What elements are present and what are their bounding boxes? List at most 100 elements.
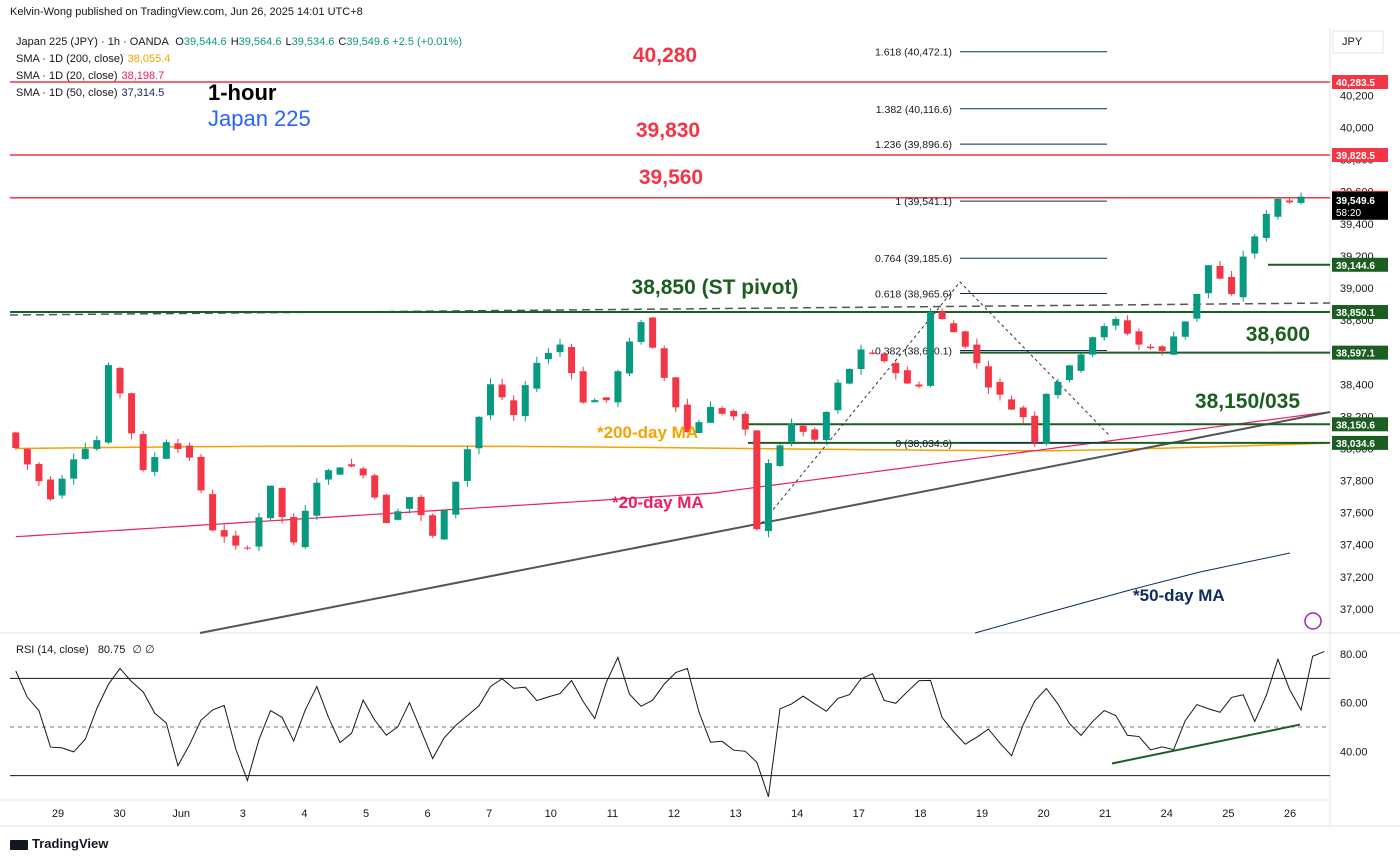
candle-body bbox=[475, 416, 483, 449]
candle-body bbox=[961, 331, 969, 347]
y-tick-label: 37,200 bbox=[1340, 572, 1374, 584]
timeframe-title: 1-hour bbox=[208, 80, 277, 105]
rsi-tick-label: 40.00 bbox=[1340, 746, 1368, 758]
y-tick-label: 37,000 bbox=[1340, 604, 1374, 616]
brand-label: TradingView bbox=[32, 836, 109, 851]
x-tick-label: 29 bbox=[52, 808, 64, 820]
level-axis-label: 38,597.1 bbox=[1336, 349, 1375, 360]
x-tick-label: 24 bbox=[1161, 808, 1173, 820]
candle-body bbox=[892, 363, 900, 374]
sma-value: 38,198.7 bbox=[121, 70, 165, 82]
candle-body bbox=[1297, 196, 1305, 203]
candle-body bbox=[336, 467, 344, 475]
y-tick-label: 37,800 bbox=[1340, 476, 1374, 488]
sma-legend-row: SMA · 1D (200, close) 38,055.4 bbox=[16, 51, 462, 68]
instrument-title: Japan 225 bbox=[208, 106, 311, 131]
x-tick-label: 5 bbox=[363, 808, 369, 820]
candle-body bbox=[764, 463, 772, 532]
candle-body bbox=[1228, 276, 1236, 295]
dashed-resistance-line bbox=[9, 302, 1331, 316]
candle-body bbox=[197, 456, 205, 491]
candle-body bbox=[741, 413, 749, 430]
x-tick-label: 21 bbox=[1099, 808, 1111, 820]
chart-legend: Japan 225 (JPY) · 1h · OANDA O39,544.6 H3… bbox=[16, 34, 462, 102]
level-axis-label: 38,150.6 bbox=[1336, 420, 1375, 431]
level-axis-label: 38,850.1 bbox=[1336, 308, 1375, 319]
candle-body bbox=[672, 377, 680, 408]
candle-body bbox=[521, 385, 529, 417]
candle-body bbox=[104, 365, 112, 443]
fib-label: 0 (38,034.6) bbox=[895, 438, 952, 450]
level-annotation: 40,280 bbox=[633, 44, 697, 67]
candle-body bbox=[382, 494, 390, 523]
fib-swing-line bbox=[757, 281, 1111, 529]
rsi-tick-label: 60.00 bbox=[1340, 698, 1368, 710]
candle-body bbox=[1077, 354, 1085, 371]
fib-label: 1.236 (39,896.6) bbox=[875, 139, 952, 151]
candle-body bbox=[1031, 415, 1039, 443]
candle-body bbox=[822, 411, 830, 441]
candle-body bbox=[35, 463, 43, 482]
candle-body bbox=[58, 478, 66, 496]
candle-body bbox=[973, 344, 981, 364]
level-axis-label: 38,034.6 bbox=[1336, 439, 1375, 450]
candle-body bbox=[324, 470, 332, 480]
rsi-line bbox=[15, 651, 1325, 797]
candle-body bbox=[278, 488, 286, 518]
candle-body bbox=[1274, 198, 1282, 217]
y-tick-label: 37,400 bbox=[1340, 540, 1374, 552]
candle-body bbox=[568, 347, 576, 374]
candle-body bbox=[927, 311, 935, 386]
candle-body bbox=[579, 371, 587, 403]
rsi-legend: RSI (14, close) 80.75 ∅ ∅ bbox=[16, 643, 155, 656]
sma-value: 37,314.5 bbox=[121, 87, 165, 99]
ma-label: *50-day MA bbox=[1133, 586, 1225, 605]
tradingview-brand[interactable]: TradingView bbox=[10, 836, 108, 851]
candle-body bbox=[47, 479, 55, 500]
candle-body bbox=[591, 400, 599, 403]
fib-label: 1 (39,541.1) bbox=[895, 196, 952, 208]
candle-body bbox=[799, 425, 807, 432]
candle-body bbox=[869, 352, 877, 354]
candle-body bbox=[440, 510, 448, 540]
level-annotation: 39,560 bbox=[639, 166, 703, 189]
candle-body bbox=[405, 497, 413, 509]
currency-box bbox=[1332, 30, 1384, 54]
publisher-header: Kelvin-Wong published on TradingView.com… bbox=[10, 6, 363, 18]
x-tick-label: 25 bbox=[1222, 808, 1234, 820]
candle-body bbox=[753, 430, 761, 530]
x-tick-label: 3 bbox=[240, 808, 246, 820]
candle-body bbox=[348, 464, 356, 467]
candle-body bbox=[81, 448, 89, 459]
candle-body bbox=[1054, 381, 1062, 396]
candle-body bbox=[1008, 399, 1016, 410]
candle-body bbox=[1262, 213, 1270, 238]
currency-label[interactable]: JPY bbox=[1342, 36, 1363, 48]
candle-body bbox=[544, 352, 552, 360]
candle-body bbox=[1170, 336, 1178, 355]
ohlc-h: H39,564.6 bbox=[230, 36, 282, 48]
level-axis-tag bbox=[1332, 435, 1388, 450]
y-tick-label: 40,200 bbox=[1340, 90, 1374, 102]
candle-body bbox=[151, 457, 159, 472]
level-annotation: 39,830 bbox=[636, 119, 700, 142]
candle-body bbox=[510, 400, 518, 416]
candle-body bbox=[463, 449, 471, 481]
x-tick-label: 11 bbox=[607, 808, 618, 820]
ma50-line bbox=[974, 552, 1291, 634]
candle-body bbox=[649, 317, 657, 348]
candle-body bbox=[533, 362, 541, 389]
x-tick-label: Jun bbox=[172, 808, 190, 820]
candle-body bbox=[950, 323, 958, 333]
sma-legend-row: SMA · 1D (50, close) 37,314.5 bbox=[16, 85, 462, 102]
candle-body bbox=[1147, 346, 1155, 349]
fib-label: 1.618 (40,472.1) bbox=[875, 47, 952, 59]
ma-label: *200-day MA bbox=[597, 423, 698, 442]
candle-body bbox=[1239, 256, 1247, 298]
candle-body bbox=[185, 445, 193, 458]
x-tick-label: 6 bbox=[425, 808, 431, 820]
x-tick-label: 4 bbox=[301, 808, 307, 820]
candle-body bbox=[857, 349, 865, 369]
ohlc-o: O39,544.6 bbox=[175, 36, 227, 48]
